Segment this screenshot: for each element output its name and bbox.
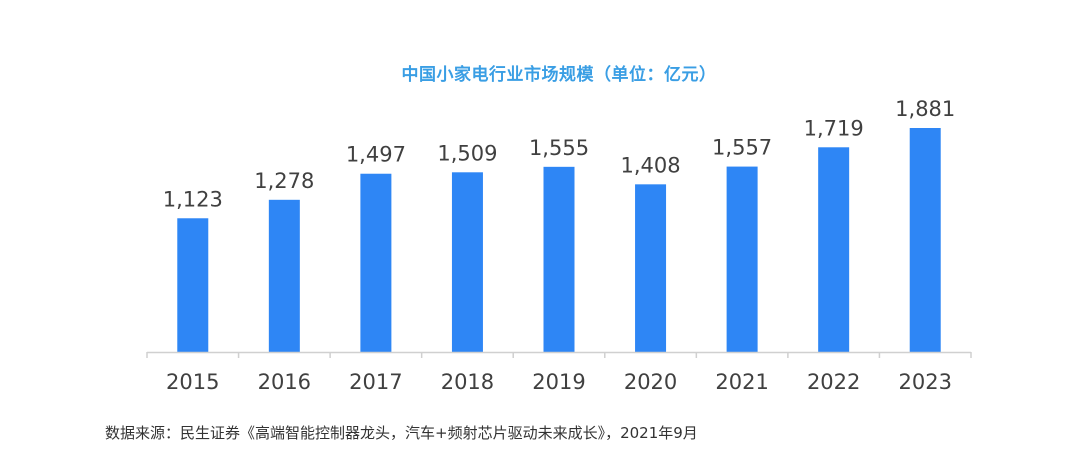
tick-label-2018: 2018 (441, 370, 494, 394)
value-label-2021: 1,557 (712, 136, 772, 160)
tick-label-2023: 2023 (898, 370, 951, 394)
bar-2020 (635, 184, 667, 352)
bar-2021 (726, 166, 758, 352)
source-note: 数据来源：民生证券《高端智能控制器龙头，汽车+频射芯片驱动未来成长》，2021年… (105, 424, 698, 442)
bar-2019 (543, 166, 575, 352)
tick-label-2015: 2015 (166, 370, 219, 394)
value-label-2019: 1,555 (529, 136, 589, 160)
value-label-2017: 1,497 (346, 143, 406, 167)
bar-2017 (360, 173, 392, 352)
chart-title: 中国小家电行业市场规模（单位：亿元） (401, 65, 717, 85)
tick-label-2020: 2020 (624, 370, 677, 394)
value-label-2023: 1,881 (895, 97, 955, 121)
tick-label-2019: 2019 (532, 370, 585, 394)
value-label-2015: 1,123 (163, 187, 223, 211)
value-label-2018: 1,509 (437, 141, 497, 165)
value-label-2022: 1,719 (804, 116, 864, 140)
bar-2016 (268, 199, 300, 352)
bar-2023 (909, 128, 941, 352)
x-axis: 2015 2016 2017 2018 2019 2020 2021 2022 2023 (146, 351, 972, 394)
value-label-2016: 1,278 (254, 169, 314, 193)
tick-label-2017: 2017 (349, 370, 402, 394)
bars-layer (177, 128, 941, 352)
value-labels-layer: 1,123 1,278 1,497 1,509 1,555 1,408 1,557 1,719… (163, 97, 956, 211)
bar-2018 (451, 172, 483, 352)
bar-2022 (818, 147, 850, 352)
tick-label-2022: 2022 (807, 370, 860, 394)
tick-label-2016: 2016 (258, 370, 311, 394)
tick-label-2021: 2021 (715, 370, 768, 394)
value-label-2020: 1,408 (620, 153, 680, 177)
bar-2015 (177, 218, 209, 352)
